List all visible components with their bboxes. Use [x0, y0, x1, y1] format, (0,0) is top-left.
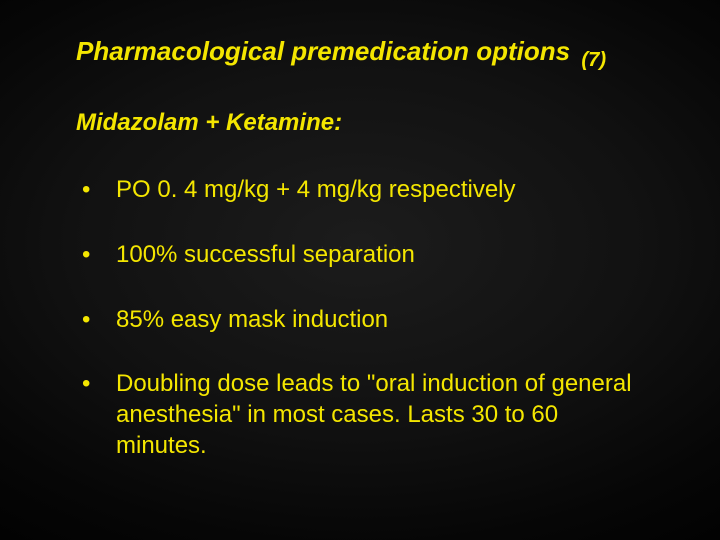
title-text: Pharmacological premedication options [76, 36, 570, 66]
list-item: 100% successful separation [76, 240, 644, 271]
slide-title: Pharmacological premedication options (7… [76, 36, 644, 67]
bullet-text: 100% successful separation [116, 241, 415, 268]
slide-subhead: Midazolam + Ketamine: [76, 109, 644, 137]
list-item: 85% easy mask induction [76, 305, 644, 336]
bullet-text: Doubling dose leads to "oral induction o… [116, 370, 632, 458]
list-item: Doubling dose leads to "oral induction o… [76, 369, 644, 461]
bullet-text: 85% easy mask induction [116, 306, 388, 333]
list-item: PO 0. 4 mg/kg + 4 mg/kg respectively [76, 175, 644, 206]
bullet-text: PO 0. 4 mg/kg + 4 mg/kg respectively [116, 176, 516, 203]
title-ref: (7) [581, 49, 606, 71]
slide: Pharmacological premedication options (7… [0, 0, 720, 540]
bullet-list: PO 0. 4 mg/kg + 4 mg/kg respectively 100… [76, 175, 644, 461]
